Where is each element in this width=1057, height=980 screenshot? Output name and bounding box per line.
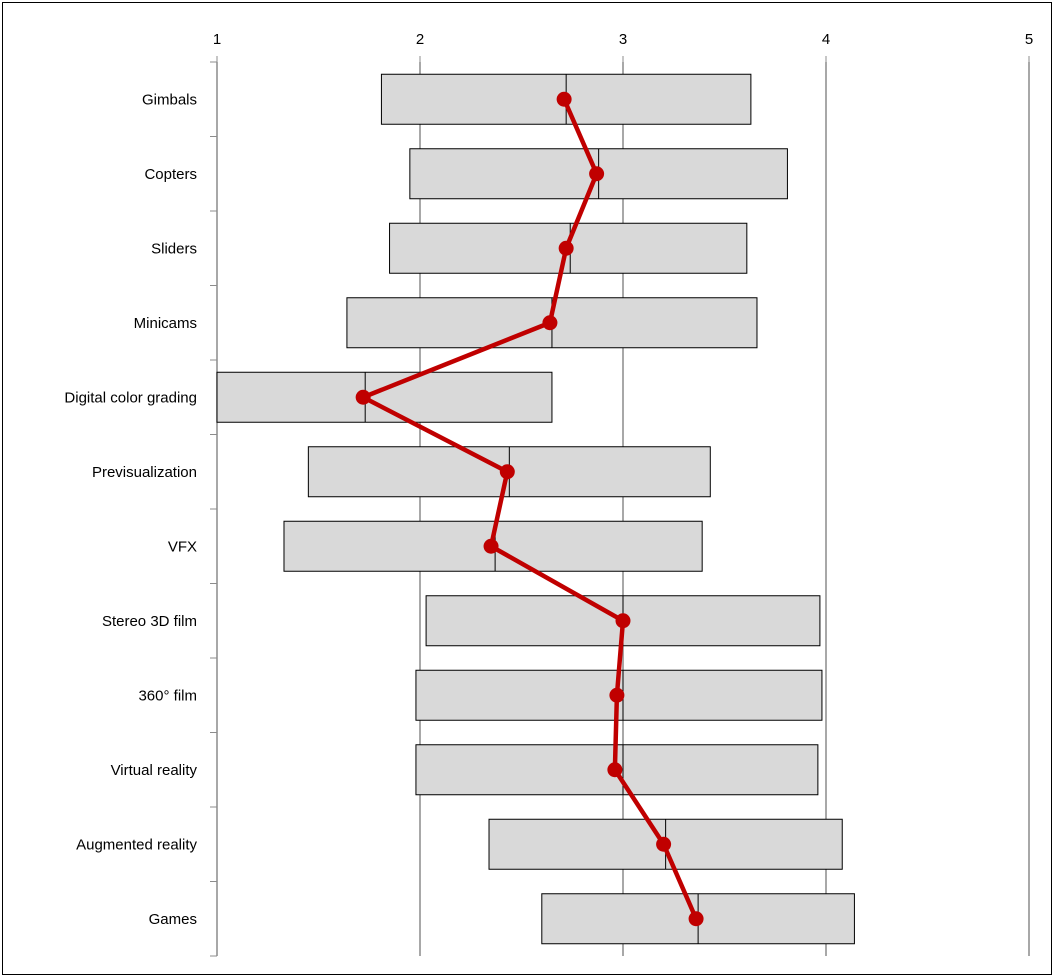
category-label: VFX <box>168 538 197 555</box>
category-label: Sliders <box>151 240 197 257</box>
box-layer <box>216 73 855 945</box>
x-tick-label-1: 1 <box>213 31 221 48</box>
x-tick-label-3: 3 <box>619 31 627 48</box>
mean-point <box>355 389 371 405</box>
category-label: Digital color grading <box>64 389 197 406</box>
mean-point <box>558 240 574 256</box>
category-label: Augmented reality <box>76 836 197 853</box>
mean-point <box>483 538 499 554</box>
category-label: Virtual reality <box>111 762 198 779</box>
category-label: Minicams <box>134 315 197 332</box>
category-label: Games <box>149 911 197 928</box>
mean-point <box>499 464 515 480</box>
mean-line <box>360 98 699 920</box>
label-layer: Gimbals Copters Sliders Minicams Digital col… <box>64 91 197 928</box>
mean-point <box>688 911 704 927</box>
mean-point <box>556 91 572 107</box>
category-label: 360° film <box>138 687 197 704</box>
mean-point <box>589 166 605 182</box>
category-label: Stereo 3D film <box>102 613 197 630</box>
mean-point <box>615 613 631 629</box>
x-tick-label-5: 5 <box>1025 31 1033 48</box>
grid-layer <box>419 62 1030 956</box>
axis-layer: 1 2 3 4 5 <box>210 31 1033 957</box>
line-layer <box>355 91 704 927</box>
category-label: Previsualization <box>92 464 197 481</box>
category-label: Gimbals <box>142 91 197 108</box>
category-label: Copters <box>144 166 197 183</box>
mean-point <box>542 315 558 331</box>
range-box <box>216 371 553 423</box>
x-tick-label-2: 2 <box>416 31 424 48</box>
mean-point <box>609 687 625 703</box>
mean-point <box>656 836 672 852</box>
x-tick-label-4: 4 <box>822 31 830 48</box>
mean-point <box>607 762 623 778</box>
